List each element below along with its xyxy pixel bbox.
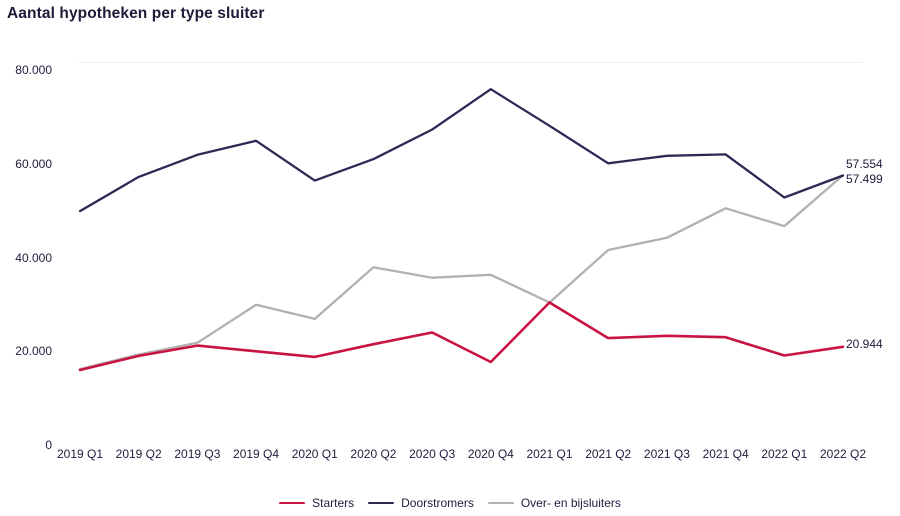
y-tick-40000: 40.000: [15, 250, 52, 265]
end-label-starters: 20.944: [846, 336, 883, 351]
legend-item-oversluiters: Over- en bijsluiters: [487, 496, 621, 510]
y-tick-80000: 80.000: [15, 63, 52, 77]
starters-line-swatch-icon: [279, 501, 306, 505]
doorstromers-line-swatch-icon: [368, 501, 395, 505]
legend-item-doorstromers: Doorstromers: [368, 496, 474, 510]
legend-item-starters: Starters: [279, 496, 354, 510]
x-tick-2021-q1: 2021 Q1: [526, 447, 573, 461]
x-tick-2019-q3: 2019 Q3: [174, 447, 221, 461]
oversluiters-line-swatch-icon: [487, 501, 514, 505]
x-tick-2020-q4: 2020 Q4: [467, 447, 514, 461]
x-tick-2020-q2: 2020 Q2: [350, 447, 397, 461]
x-tick-2019-q1: 2019 Q1: [56, 447, 104, 461]
end-label-doorstromers: 57.499: [846, 172, 883, 187]
y-tick-20000: 20.000: [15, 344, 52, 359]
y-tick-0: 0: [45, 438, 52, 452]
chart-title: Aantal hypotheken per type sluiter: [7, 5, 265, 22]
line-over-en-bijsluiters: [78, 174, 845, 371]
end-label-oversluiters: 57.554: [846, 157, 883, 172]
x-tick-2021-q3: 2021 Q3: [643, 447, 690, 461]
line-doorstromers: [78, 88, 845, 213]
x-tick-2019-q4: 2019 Q4: [233, 447, 280, 461]
x-tick-2022-q1: 2022 Q1: [761, 447, 808, 461]
x-tick-2020-q1: 2020 Q1: [291, 447, 338, 461]
x-tick-2021-q4: 2021 Q4: [702, 447, 749, 461]
x-tick-2019-q2: 2019 Q2: [115, 447, 162, 461]
x-tick-2020-q3: 2020 Q3: [409, 447, 456, 461]
x-tick-2021-q2: 2021 Q2: [585, 447, 632, 461]
legend-label-doorstromers: Doorstromers: [401, 496, 474, 510]
legend-label-oversluiters: Over- en bijsluiters: [520, 496, 621, 510]
y-tick-60000: 60.000: [15, 156, 52, 171]
line-starters: [78, 301, 845, 372]
x-tick-2022-q2: 2022 Q2: [819, 447, 867, 461]
legend-label-starters: Starters: [312, 496, 355, 510]
legend: Starters Doorstromers Over- en bijsluite…: [0, 496, 900, 510]
